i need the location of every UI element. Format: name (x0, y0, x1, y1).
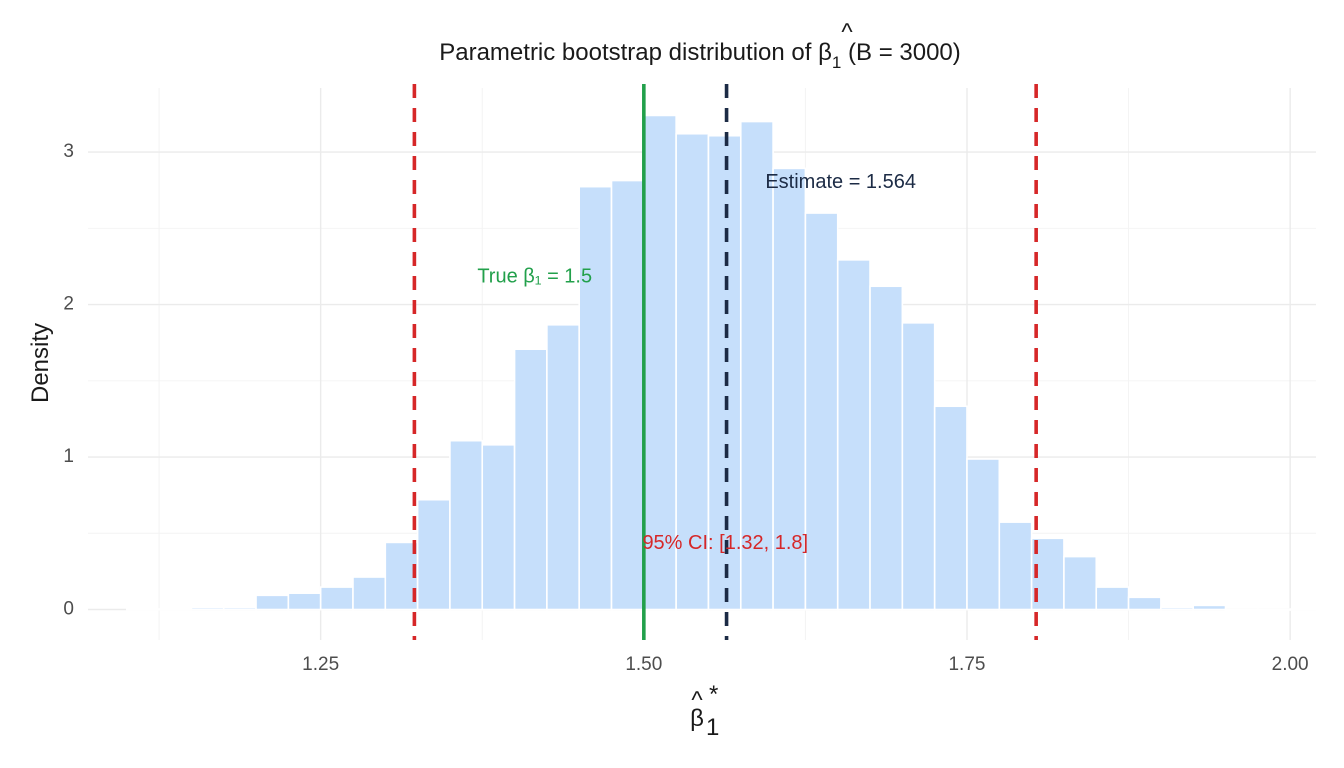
histogram-bar (222, 606, 257, 611)
histogram-bar (578, 185, 613, 611)
histogram-bar (513, 348, 548, 611)
y-axis-label: Density (27, 323, 54, 403)
x-axis-label-superscript: * (709, 681, 718, 708)
histogram-bar (1192, 604, 1227, 611)
histogram-bar (933, 405, 968, 611)
histogram-bar (481, 444, 516, 611)
histogram-bar (319, 586, 354, 611)
chart-title-symbol: β (818, 39, 832, 66)
histogram-bar (1224, 608, 1259, 611)
histogram-bar (255, 594, 290, 611)
histogram-bar (190, 606, 225, 611)
histogram-bar (287, 592, 322, 611)
x-axis-label-subscript: 1 (706, 714, 719, 741)
histogram-bar (1127, 596, 1162, 611)
histogram-bar (1257, 608, 1291, 611)
y-axis-ticks: 0 1 2 3 (63, 141, 74, 619)
histogram-bar (804, 212, 839, 611)
histogram-bar (352, 576, 387, 611)
histogram-bar (1160, 606, 1194, 611)
x-axis-label: ^ β * 1 (690, 681, 719, 741)
histogram-bar (643, 114, 677, 611)
y-tick-label: 0 (63, 599, 74, 620)
chart-title-subscript: 1 (832, 53, 841, 72)
x-tick-label: 1.50 (625, 654, 662, 675)
histogram-bars (125, 114, 1324, 611)
x-tick-label: 1.75 (948, 654, 985, 675)
x-axis-label-hat: ^ (691, 687, 703, 714)
x-axis-ticks: 1.25 1.50 1.75 2.00 (302, 654, 1308, 675)
chart-title-hat: ^ (841, 19, 853, 46)
estimate-label: Estimate = 1.564 (765, 171, 916, 193)
annotations: Estimate = 1.564 True β₁ = 1.5 95% CI: [1.… (477, 171, 916, 554)
histogram-bar (449, 439, 484, 611)
histogram-bar (384, 541, 419, 611)
chart-title-prefix: Parametric bootstrap distribution of (439, 39, 818, 66)
histogram-bar (675, 132, 710, 611)
histogram-bar (901, 322, 936, 611)
histogram-bar (610, 179, 645, 611)
histogram-bar (125, 608, 160, 611)
histogram-bar (1095, 586, 1130, 611)
x-axis-label-symbol: β (690, 705, 704, 732)
histogram-bar (869, 285, 904, 611)
histogram-bar (998, 521, 1033, 611)
ci-label: 95% CI: [1.32, 1.8] (642, 532, 808, 554)
histogram-bar (158, 608, 193, 611)
histogram-bar (416, 498, 451, 611)
histogram-bar (836, 259, 871, 611)
histogram-bar (772, 167, 807, 611)
y-tick-label: 2 (63, 294, 74, 315)
chart-title: Parametric bootstrap distribution of β1 … (439, 39, 961, 72)
histogram-bar (546, 324, 581, 611)
histogram-bar (966, 458, 1001, 611)
y-tick-label: 3 (63, 141, 74, 162)
y-tick-label: 1 (63, 446, 74, 467)
reference-lines (412, 84, 1038, 640)
histogram-bar (1063, 555, 1098, 611)
true-label: True β₁ = 1.5 (477, 265, 592, 287)
histogram-bar (707, 134, 742, 611)
histogram-bar (1289, 608, 1324, 611)
x-tick-label: 1.25 (302, 654, 339, 675)
x-tick-label: 2.00 (1272, 654, 1309, 675)
histogram-bar (739, 120, 774, 611)
chart-title-suffix: (B = 3000) (841, 39, 960, 66)
